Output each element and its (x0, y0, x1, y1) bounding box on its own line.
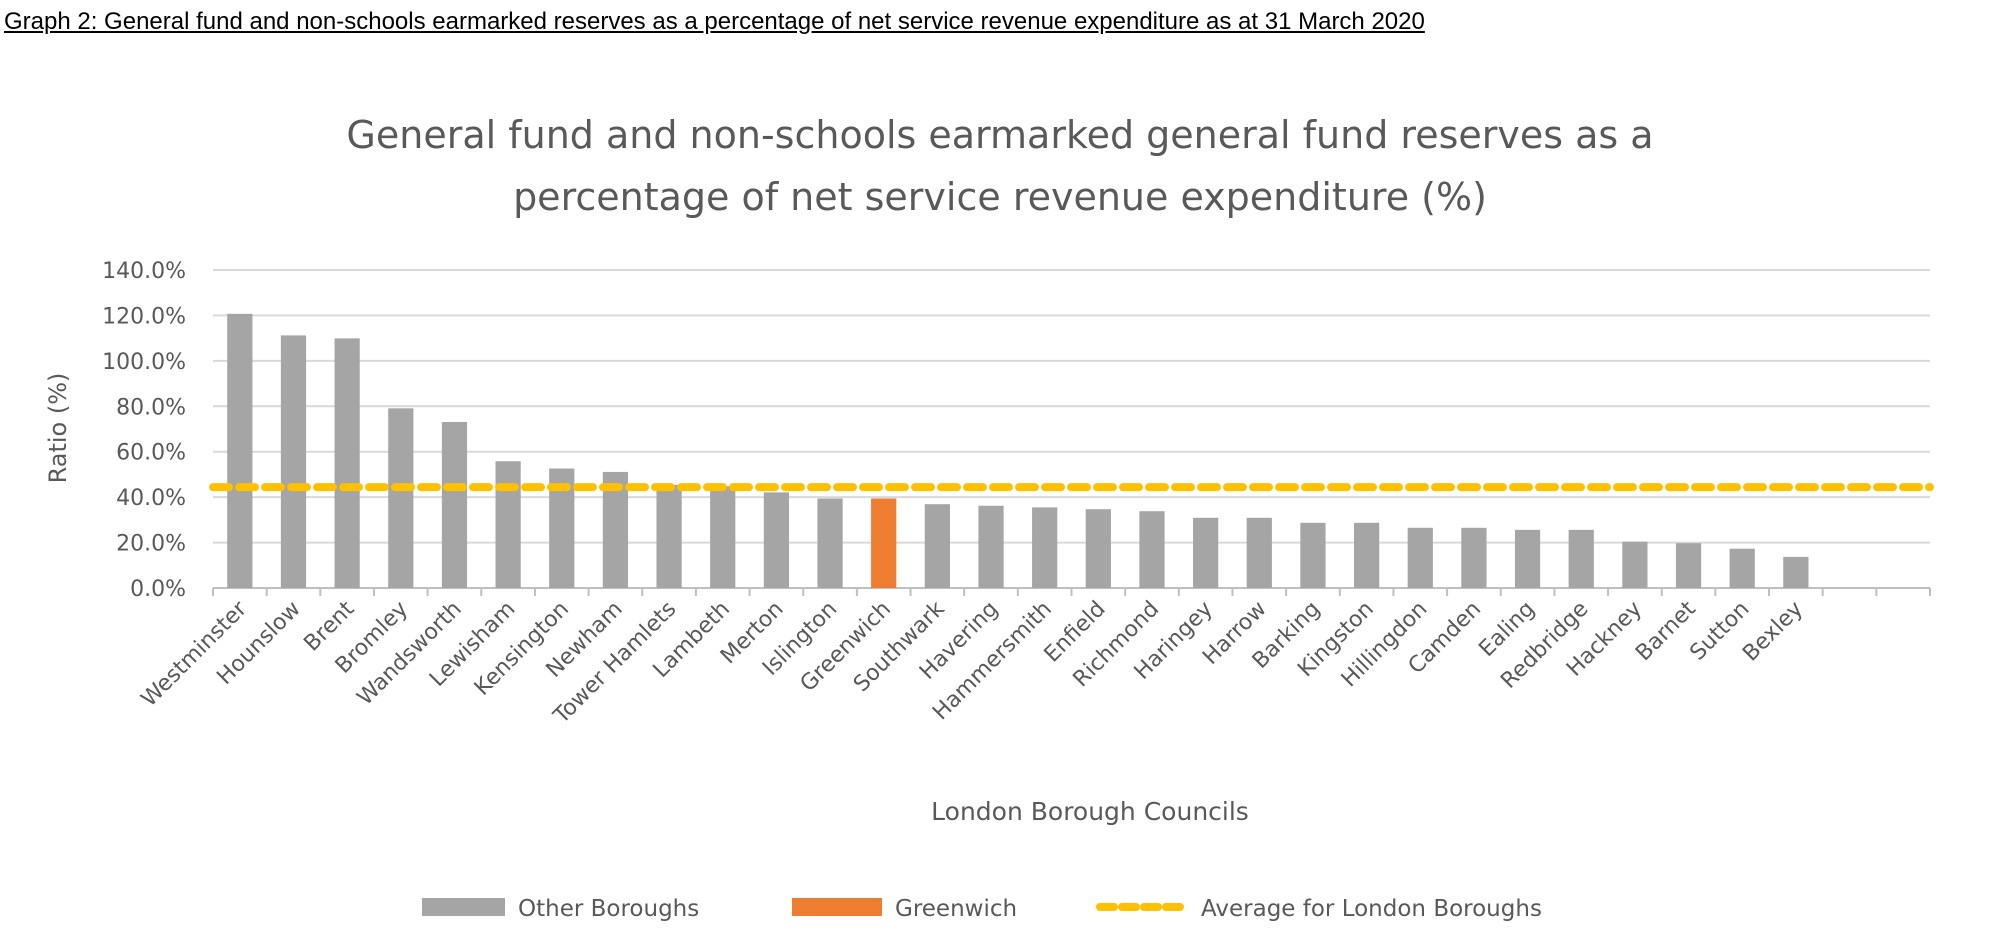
bar-hounslow (280, 335, 307, 588)
bar-lambeth (710, 486, 736, 588)
y-tick-label: 20.0% (116, 532, 186, 557)
bar-hammersmith (1032, 507, 1058, 588)
chart-title-line-1: General fund and non-schools earmarked g… (346, 113, 1653, 157)
y-tick-label: 120.0% (102, 304, 186, 329)
legend-swatch-greenwich (792, 898, 882, 916)
legend-swatch-other (422, 898, 505, 916)
bar-barking (1300, 522, 1326, 588)
bar-newham (602, 471, 629, 588)
y-tick-label: 80.0% (116, 395, 186, 420)
bar-camden (1461, 527, 1487, 588)
bar-haringey (1193, 517, 1219, 588)
chart-title-line-2: percentage of net service revenue expend… (513, 175, 1487, 219)
bar-kingston (1354, 522, 1380, 588)
y-axis-label: Ratio (%) (44, 373, 72, 484)
bar-tower-hamlets (656, 484, 682, 588)
bar-redbridge (1568, 529, 1594, 588)
bar-wandsworth (441, 421, 468, 588)
bar-greenwich (871, 498, 897, 588)
bar-islington (817, 498, 843, 588)
bar-ealing (1514, 529, 1541, 588)
y-tick-label: 0.0% (130, 577, 186, 602)
bar-hackney (1622, 541, 1648, 588)
bar-havering (978, 505, 1004, 588)
x-tick-label: Barnet (1631, 596, 1701, 666)
bar-bexley (1783, 556, 1809, 588)
y-tick-label: 100.0% (102, 350, 186, 375)
legend: Other Boroughs Greenwich Average for Lon… (422, 896, 1542, 922)
bar-southwark (924, 504, 950, 588)
legend-label-average: Average for London Boroughs (1201, 896, 1542, 922)
bar-richmond (1139, 511, 1165, 588)
legend-label-other: Other Boroughs (518, 896, 699, 922)
x-axis-label: London Borough Councils (931, 797, 1249, 826)
bar-merton (763, 492, 789, 588)
y-tick-label: 140.0% (102, 259, 186, 284)
y-tick-label: 60.0% (116, 441, 186, 466)
bar-hillingdon (1407, 527, 1433, 588)
bar-sutton (1729, 548, 1755, 588)
legend-label-greenwich: Greenwich (895, 896, 1017, 922)
bar-brent (334, 338, 360, 588)
graph-caption: Graph 2: General fund and non-schools ea… (4, 8, 1425, 35)
bar-enfield (1085, 509, 1111, 588)
bar-westminster (227, 313, 253, 588)
bar-bromley (388, 408, 414, 588)
x-tick-label: Bexley (1738, 597, 1808, 667)
bar-harrow (1246, 517, 1272, 588)
bar-barnet (1675, 543, 1702, 588)
bar-lewisham (495, 461, 521, 588)
y-tick-label: 40.0% (116, 486, 186, 511)
